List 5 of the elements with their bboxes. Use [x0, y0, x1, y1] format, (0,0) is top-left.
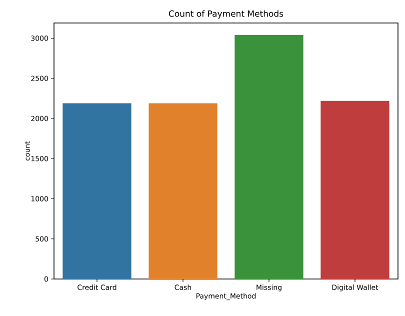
bar [234, 35, 304, 279]
chart-title: Count of Payment Methods [168, 10, 284, 18]
bar [62, 103, 132, 279]
bar [320, 100, 390, 279]
bar [148, 103, 218, 279]
